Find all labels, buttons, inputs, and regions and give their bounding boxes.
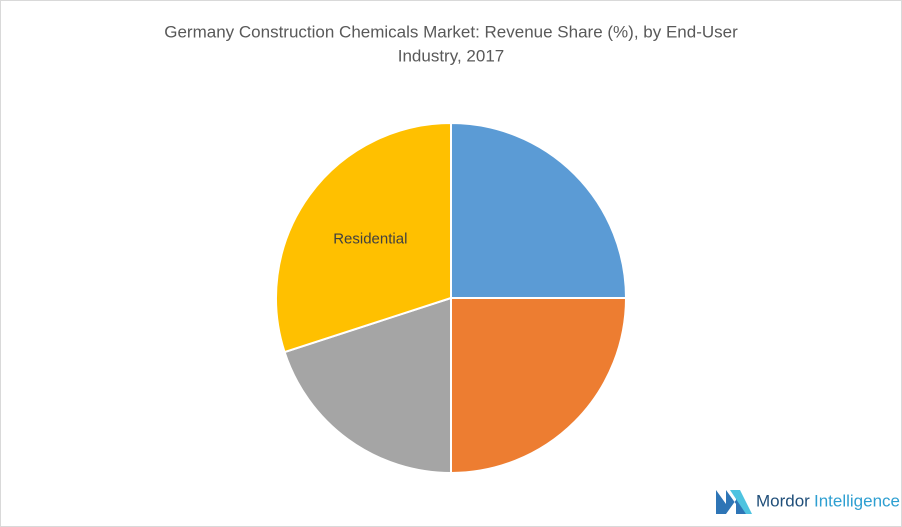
pie-slice xyxy=(450,121,628,299)
logo: Mordor Intelligence xyxy=(716,490,900,514)
logo-text: Mordor xyxy=(756,491,810,510)
slice-label: Residential xyxy=(333,230,407,247)
logo-icon xyxy=(730,490,752,514)
chart-title: Industry, 2017 xyxy=(398,46,504,65)
pie-slice xyxy=(450,297,628,475)
chart-title: Germany Construction Chemicals Market: R… xyxy=(164,22,738,41)
logo-text: Intelligence xyxy=(814,491,900,510)
pie-slice xyxy=(275,121,452,354)
pie-slice xyxy=(283,296,452,475)
